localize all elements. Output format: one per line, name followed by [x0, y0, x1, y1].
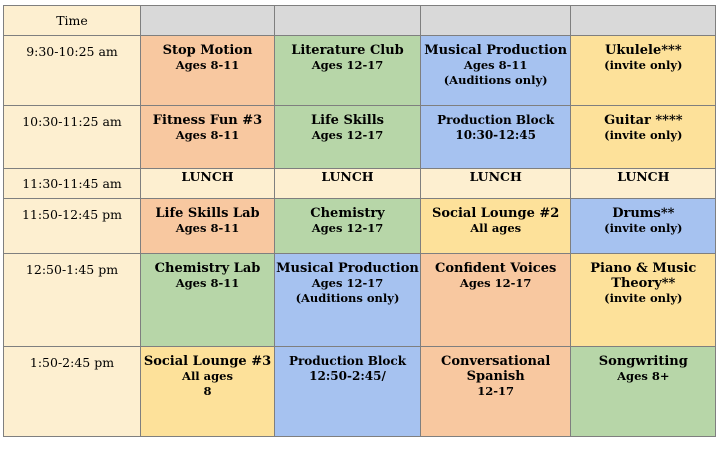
class-title: Musical Production — [424, 43, 568, 58]
class-title: Guitar **** — [604, 113, 683, 128]
class-detail: Ages 12-17 — [311, 221, 384, 235]
lunch-cell: LUNCH — [570, 168, 717, 199]
class-cell: Production Block 12:50-2:45/ — [274, 346, 421, 437]
class-cell: Stop Motion Ages 8-11 — [140, 35, 275, 106]
lunch-cell: LUNCH — [140, 168, 275, 199]
class-cell: Ukulele*** (invite only) — [570, 35, 717, 106]
class-detail: 10:30-12:45 — [455, 128, 536, 142]
class-title: Production Block — [437, 113, 555, 127]
class-detail: All ages — [470, 221, 522, 235]
lunch-row: 11:30-11:45 am LUNCH LUNCH LUNCH LUNCH — [3, 168, 717, 199]
class-cell: Production Block 10:30-12:45 — [419, 105, 572, 169]
class-detail: 8 — [203, 384, 212, 398]
class-cell: Musical Production Ages 8-11 (Auditions … — [419, 35, 572, 106]
class-detail: (invite only) — [604, 291, 683, 305]
class-cell: Piano & Music Theory** (invite only) — [570, 253, 717, 347]
time-header: Time — [3, 5, 141, 36]
class-cell: Songwriting Ages 8+ — [570, 346, 717, 437]
time-cell: 11:50-12:45 pm — [3, 198, 141, 254]
class-cell: Musical Production Ages 12-17 (Auditions… — [274, 253, 421, 347]
class-detail: All ages — [182, 369, 233, 383]
class-detail: Ages 12-17 — [311, 128, 384, 142]
lunch-cell: LUNCH — [274, 168, 421, 199]
class-detail: Ages 8+ — [617, 369, 670, 383]
class-detail: Ages 12-17 — [311, 276, 384, 290]
class-title: Life Skills — [311, 113, 384, 128]
schedule-row: 12:50-1:45 pm Chemistry Lab Ages 8-11 Mu… — [3, 253, 717, 347]
class-title: Drums** — [612, 206, 675, 221]
class-title: Piano & Music Theory** — [590, 261, 697, 291]
class-title: Confident Voices — [435, 261, 557, 276]
time-cell: 11:30-11:45 am — [3, 168, 141, 199]
class-cell: Fitness Fun #3 Ages 8-11 — [140, 105, 275, 169]
class-title: Life Skills Lab — [155, 206, 260, 221]
header-cell — [570, 5, 717, 36]
class-detail: Ages 12-17 — [459, 276, 532, 290]
class-detail: Ages 8-11 — [175, 58, 240, 72]
class-title: Chemistry Lab — [154, 261, 261, 276]
class-cell: Confident Voices Ages 12-17 — [419, 253, 572, 347]
class-detail: (invite only) — [604, 221, 683, 235]
class-detail: Ages 8-11 — [175, 221, 240, 235]
class-cell: Literature Club Ages 12-17 — [274, 35, 421, 106]
class-title: Songwriting — [598, 354, 688, 369]
class-cell: Chemistry Ages 12-17 — [274, 198, 421, 254]
header-cell — [140, 5, 275, 36]
schedule-row: 1:50-2:45 pm Social Lounge #3 All ages 8… — [3, 346, 717, 437]
class-title: Stop Motion — [162, 43, 253, 58]
time-cell: 9:30-10:25 am — [3, 35, 141, 106]
lunch-cell: LUNCH — [419, 168, 572, 199]
class-title: Social Lounge #3 — [143, 354, 272, 369]
class-title: Ukulele*** — [605, 43, 682, 58]
class-title: Social Lounge #2 — [431, 206, 560, 221]
schedule-row: 10:30-11:25 am Fitness Fun #3 Ages 8-11 … — [3, 105, 717, 169]
class-title: Production Block — [288, 354, 407, 368]
header-cell — [274, 5, 421, 36]
class-detail: (invite only) — [604, 58, 683, 72]
class-detail: Ages 8-11 — [463, 58, 528, 72]
schedule-row: 9:30-10:25 am Stop Motion Ages 8-11 Lite… — [3, 35, 717, 106]
time-cell: 10:30-11:25 am — [3, 105, 141, 169]
class-cell: Social Lounge #3 All ages 8 — [140, 346, 275, 437]
schedule-row: 11:50-12:45 pm Life Skills Lab Ages 8-11… — [3, 198, 717, 254]
class-detail: (Auditions only) — [443, 73, 548, 87]
time-cell: 1:50-2:45 pm — [3, 346, 141, 437]
time-cell: 12:50-1:45 pm — [3, 253, 141, 347]
class-title: Chemistry — [310, 206, 385, 221]
class-detail: Ages 8-11 — [175, 128, 240, 142]
class-cell: Guitar **** (invite only) — [570, 105, 717, 169]
class-detail: (Auditions only) — [295, 291, 400, 305]
class-detail: Ages 12-17 — [311, 58, 384, 72]
header-row: Time — [3, 5, 717, 36]
class-cell: Conversational Spanish 12-17 — [419, 346, 572, 437]
class-detail: (invite only) — [604, 128, 683, 142]
class-detail: 12-17 — [477, 384, 515, 398]
class-cell: Social Lounge #2 All ages — [419, 198, 572, 254]
class-title: Fitness Fun #3 — [152, 113, 263, 128]
class-title: Musical Production — [276, 261, 419, 276]
class-title: Literature Club — [291, 43, 404, 58]
class-detail: Ages 8-11 — [175, 276, 240, 290]
class-cell: Life Skills Lab Ages 8-11 — [140, 198, 275, 254]
schedule-table: Time 9:30-10:25 am Stop Motion Ages 8-11… — [3, 5, 717, 437]
class-cell: Drums** (invite only) — [570, 198, 717, 254]
class-cell: Life Skills Ages 12-17 — [274, 105, 421, 169]
header-cell — [419, 5, 572, 36]
class-detail: 12:50-2:45/ — [309, 369, 386, 383]
class-cell: Chemistry Lab Ages 8-11 — [140, 253, 275, 347]
class-title: Conversational Spanish — [441, 354, 551, 384]
